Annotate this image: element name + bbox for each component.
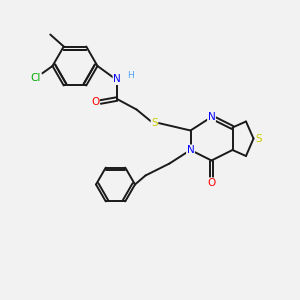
Text: O: O — [91, 97, 99, 107]
Text: N: N — [187, 145, 194, 155]
Text: Cl: Cl — [31, 73, 41, 83]
Text: N: N — [113, 74, 121, 85]
Text: N: N — [208, 112, 215, 122]
Text: S: S — [256, 134, 262, 144]
Text: S: S — [151, 118, 158, 128]
Text: O: O — [207, 178, 216, 188]
Text: H: H — [127, 70, 134, 80]
